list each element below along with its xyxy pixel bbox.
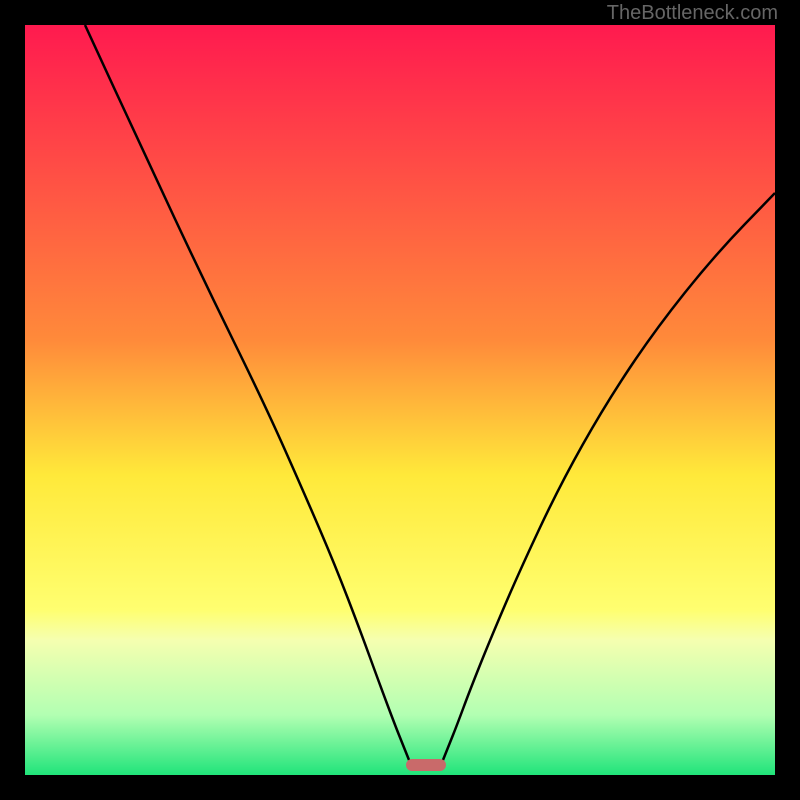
optimal-marker <box>406 759 446 771</box>
curve-layer <box>25 25 775 775</box>
plot-area <box>25 25 775 775</box>
bottleneck-curve-left <box>85 25 409 760</box>
watermark-text: TheBottleneck.com <box>607 2 778 25</box>
bottleneck-curve-right <box>443 193 775 760</box>
